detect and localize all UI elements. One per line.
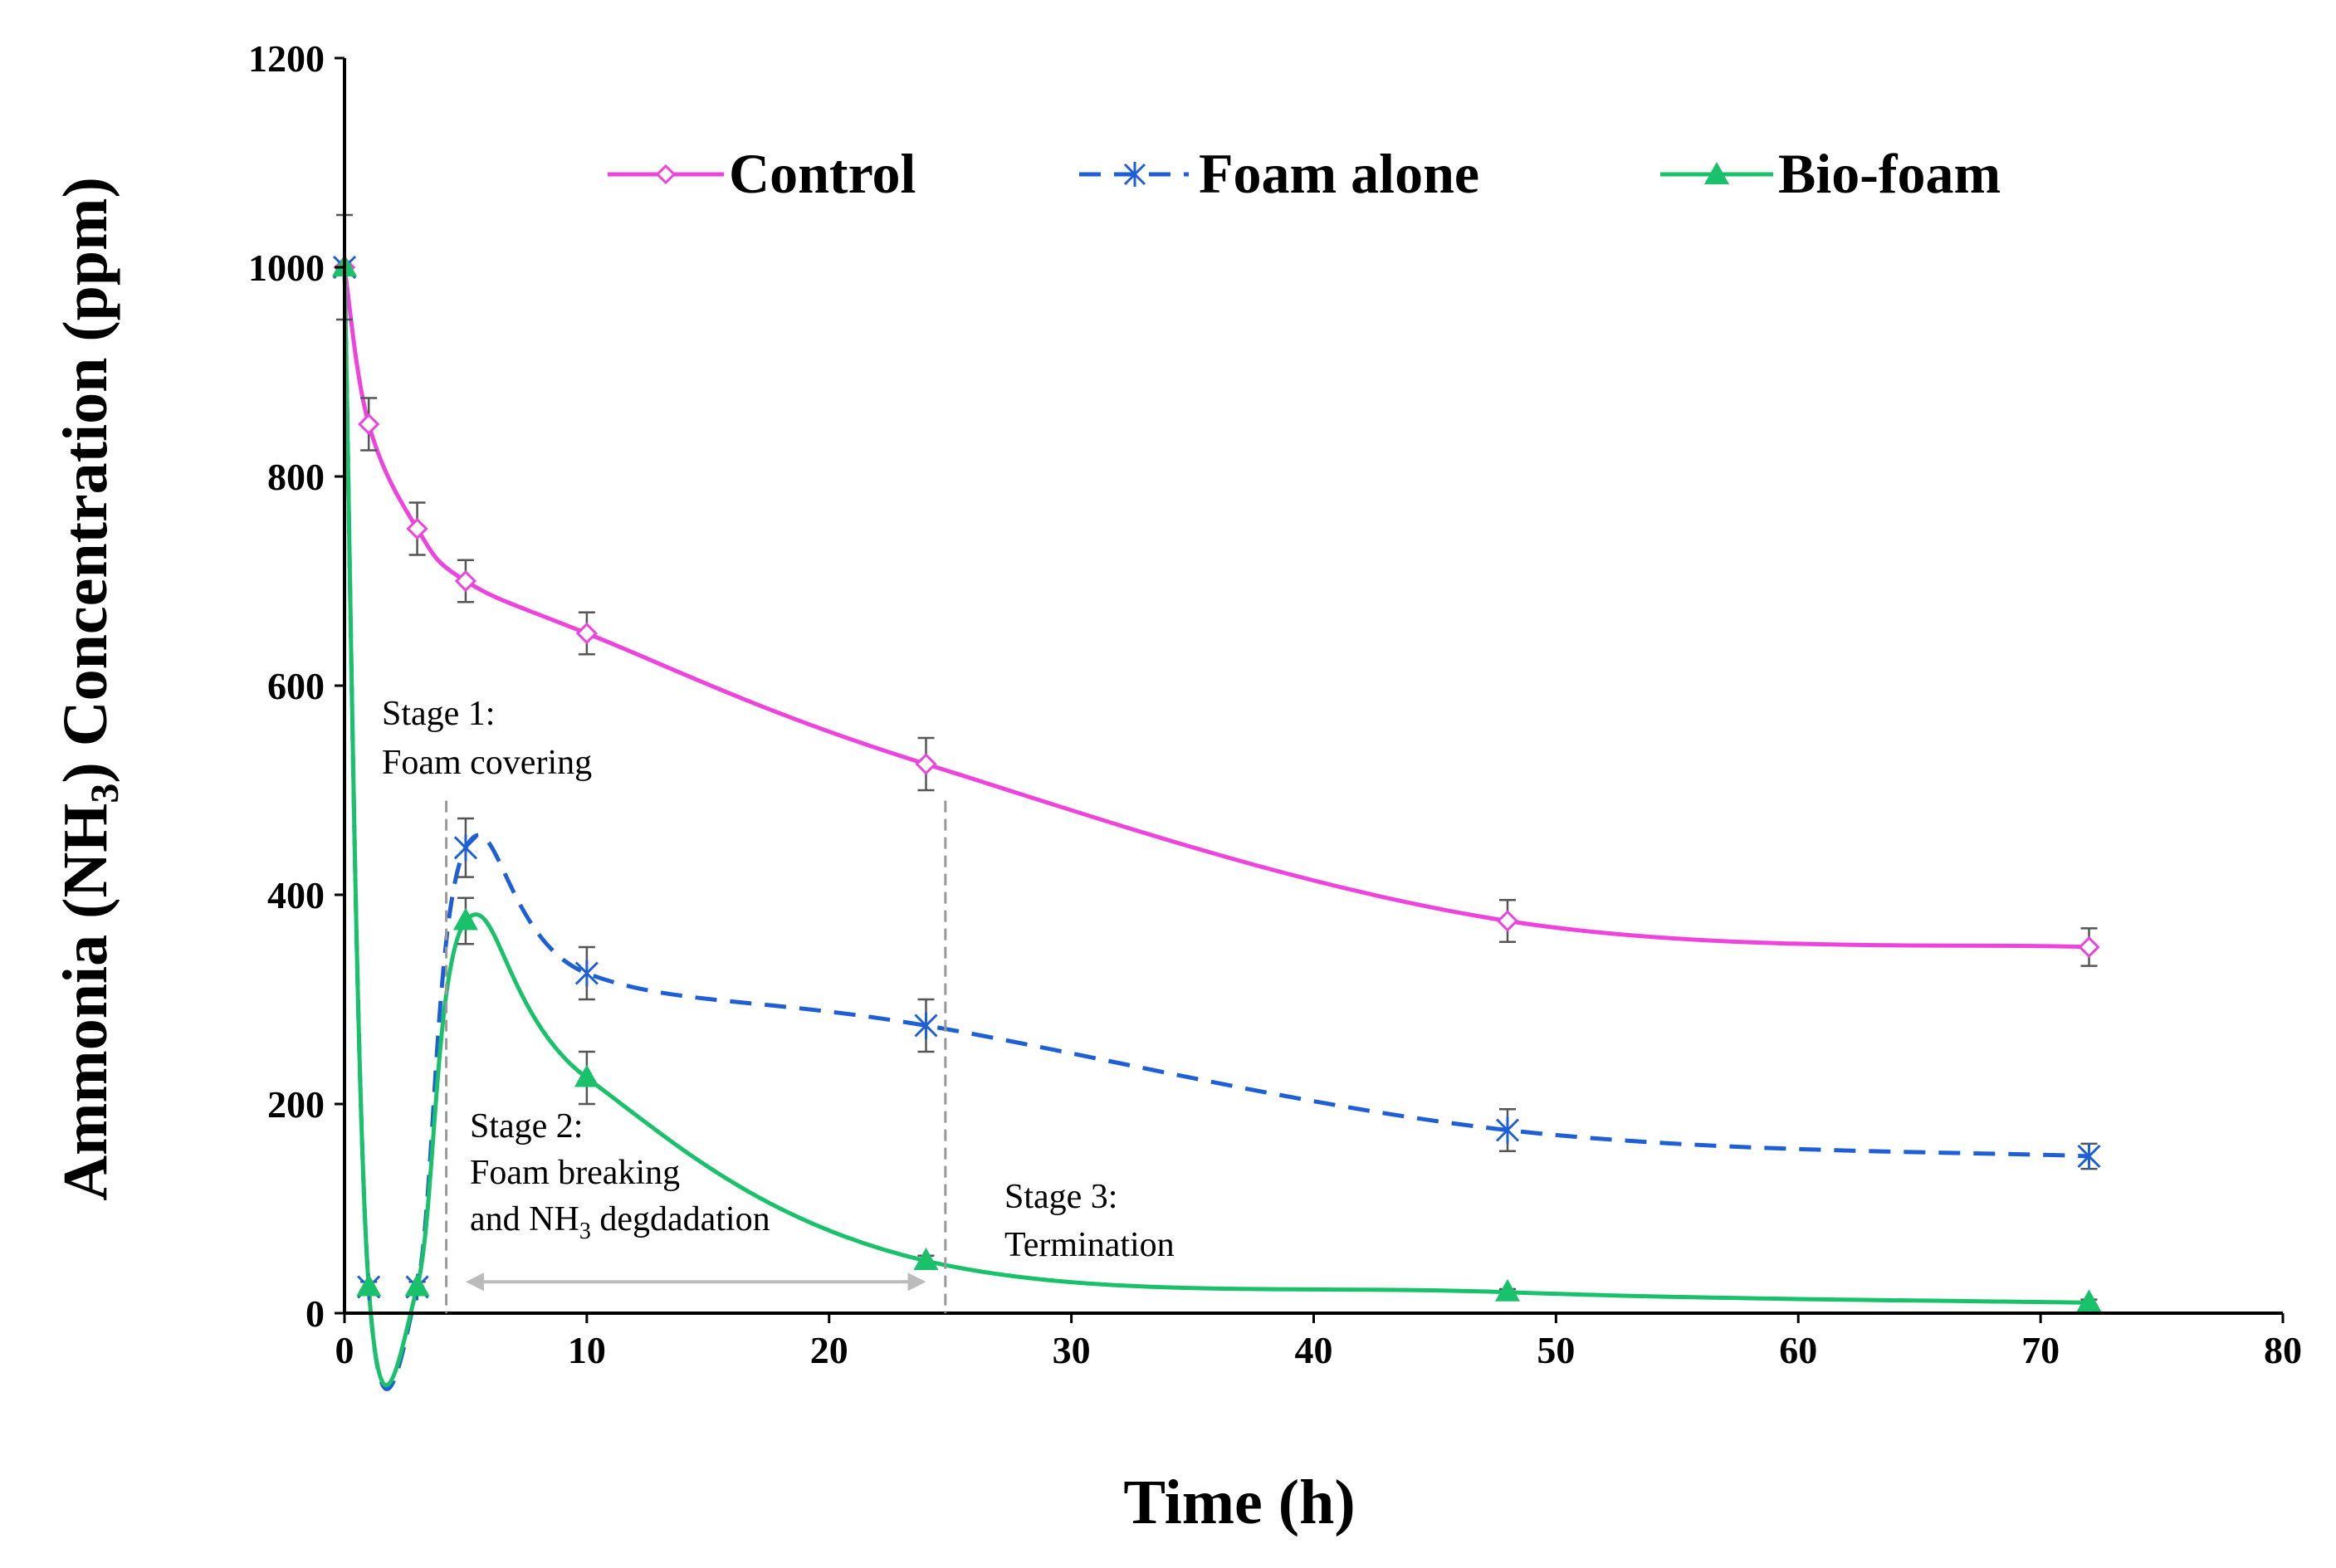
stage2-arrowhead-right <box>907 1272 926 1292</box>
data-point-foam-alone <box>2077 1143 2101 1170</box>
data-point-foam-alone <box>914 1012 938 1039</box>
series-line-control <box>342 266 2089 950</box>
data-point-control <box>454 569 477 593</box>
data-point-control <box>575 622 598 645</box>
x-tick-label: 30 <box>1053 1329 1091 1371</box>
data-point-control <box>1496 910 1519 932</box>
data-point-control <box>2078 935 2100 959</box>
x-axis-title: Time (h) <box>1123 1468 1355 1537</box>
data-point-bio-foam <box>574 1064 599 1087</box>
data-markers <box>332 254 2102 1312</box>
stage3-label: Stage 3: <box>1004 1178 1117 1216</box>
x-tick-label: 10 <box>568 1329 606 1371</box>
data-point-bio-foam <box>1495 1278 1520 1302</box>
data-point-bio-foam <box>913 1248 939 1270</box>
y-tick-label: 1200 <box>248 37 325 80</box>
y-tick-label: 200 <box>267 1083 325 1126</box>
legend-foam-label: Foam alone <box>1199 142 1479 205</box>
data-point-control <box>358 413 380 436</box>
series-line-bio-foam <box>342 266 2089 1388</box>
stage2-arrowhead-left <box>465 1272 484 1292</box>
data-point-control <box>406 517 428 540</box>
legend: Control Foam alone Bio-foam <box>608 142 2001 205</box>
y-tick-label: 400 <box>267 874 325 916</box>
legend-control-marker <box>655 164 677 185</box>
stage-markers <box>445 800 947 1313</box>
x-ticks: 0 10 20 30 40 50 60 70 80 <box>335 1313 2302 1371</box>
x-tick-label: 20 <box>810 1329 848 1371</box>
data-point-foam-alone <box>453 834 477 862</box>
legend-biofoam-label: Bio-foam <box>1778 142 2001 205</box>
stage1-label: Stage 1: <box>382 695 495 733</box>
y-tick-label: 600 <box>267 665 325 707</box>
y-tick-label: 0 <box>305 1292 325 1335</box>
x-tick-label: 50 <box>1537 1329 1575 1371</box>
stage2-label: Stage 2: <box>470 1107 583 1145</box>
stage1-desc: Foam covering <box>382 744 592 782</box>
data-point-bio-foam <box>404 1273 430 1297</box>
y-tick-label: 800 <box>267 456 325 498</box>
x-tick-label: 60 <box>1779 1329 1817 1371</box>
legend-control-label: Control <box>729 142 916 205</box>
data-point-foam-alone <box>1495 1116 1520 1144</box>
legend-foam-marker <box>1123 162 1146 187</box>
x-tick-label: 70 <box>2021 1329 2060 1371</box>
y-axis-title: Ammonia (NH3) Concentration (ppm) <box>51 177 127 1201</box>
data-point-control <box>915 753 937 775</box>
data-point-foam-alone <box>574 960 599 987</box>
error-bars <box>336 213 2098 1307</box>
data-point-bio-foam <box>452 907 478 931</box>
x-tick-label: 40 <box>1295 1329 1333 1371</box>
data-point-bio-foam <box>2076 1289 2102 1312</box>
data-point-bio-foam <box>356 1273 382 1297</box>
stage2-desc-2: and NH3 degdadation <box>470 1200 770 1244</box>
y-tick-label: 1000 <box>248 247 325 289</box>
stage3-desc: Termination <box>1004 1226 1175 1264</box>
stage2-desc-1: Foam breaking <box>470 1154 680 1192</box>
x-tick-label: 80 <box>2264 1329 2302 1371</box>
x-tick-label: 0 <box>335 1329 354 1371</box>
series-curves <box>342 266 2089 1392</box>
y-ticks: 0 200 400 600 800 1000 1200 <box>248 37 345 1335</box>
legend-biofoam-marker <box>1704 162 1729 184</box>
